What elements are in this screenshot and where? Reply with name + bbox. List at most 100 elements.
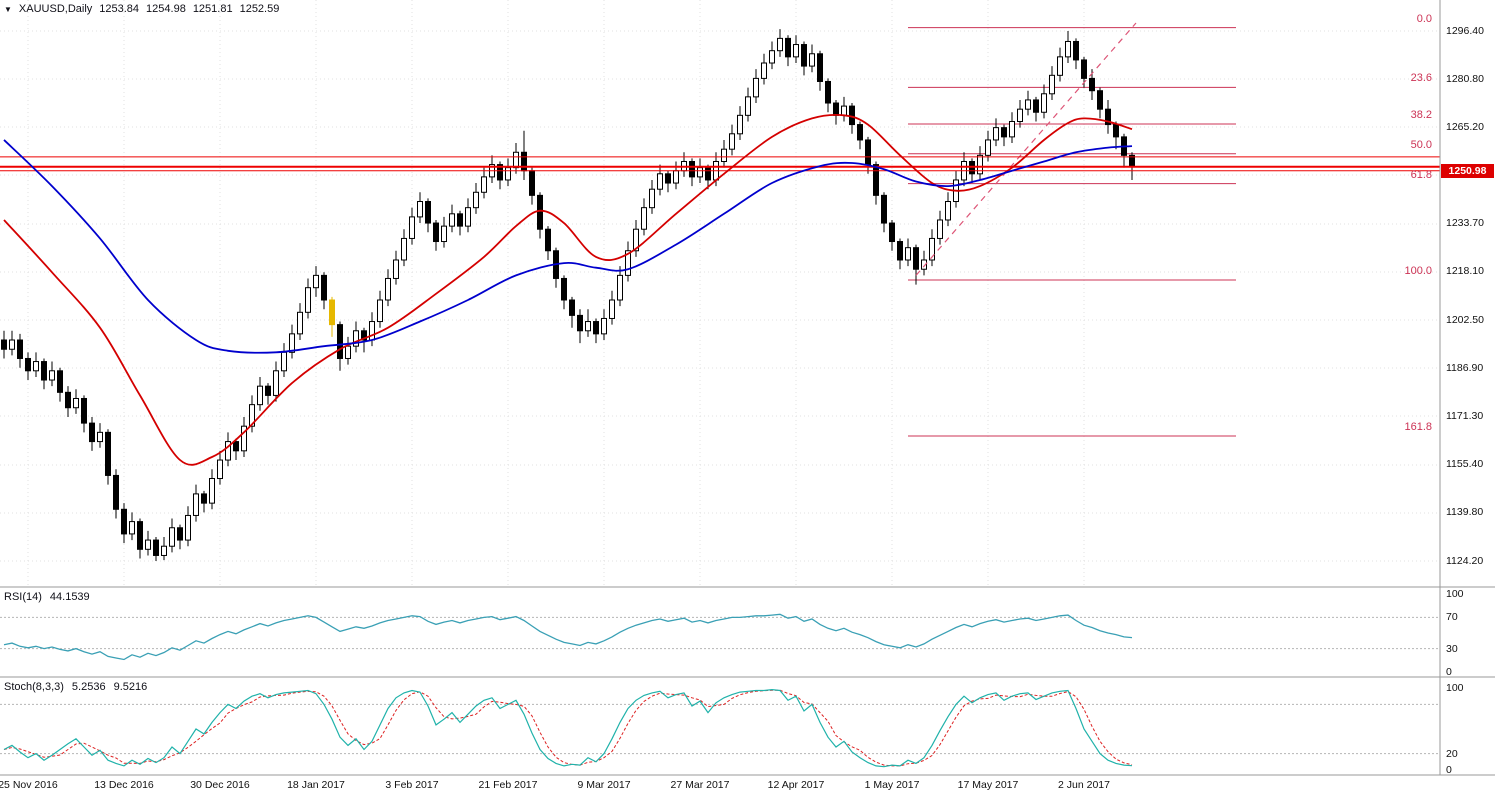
open-value: 1253.84 (99, 3, 140, 15)
candle-body (1057, 56, 1063, 76)
candle-body (1009, 120, 1015, 138)
candle-body (41, 361, 47, 381)
candle-body (457, 213, 463, 227)
candle-body (417, 201, 423, 218)
stoch-d-value: 9.5216 (113, 681, 148, 693)
candle-body (945, 201, 951, 221)
candle-body (521, 151, 527, 172)
price-axis-label: 1124.20 (1446, 554, 1484, 567)
candle-body (33, 361, 39, 372)
price-axis-label: 1265.20 (1446, 120, 1484, 133)
candle-body (673, 170, 679, 184)
candle-body (465, 207, 471, 227)
candle-body (561, 277, 567, 301)
rsi-axis-label: 100 (1446, 588, 1464, 600)
candle-body (921, 259, 927, 270)
candle-body (809, 53, 815, 67)
candle-body (361, 330, 367, 341)
candle-body (201, 493, 207, 504)
candle-body (1105, 108, 1111, 126)
candle-body (185, 514, 191, 541)
candle-body (273, 370, 279, 396)
candle-body (705, 167, 711, 181)
candle-body (81, 397, 87, 424)
candle-body (497, 164, 503, 181)
candle-body (97, 431, 103, 443)
candle-body (793, 44, 799, 58)
rsi-axis-label: 70 (1446, 611, 1458, 624)
symbol-timeframe-label: XAUUSD,Daily (18, 3, 93, 15)
candle-body (593, 321, 599, 335)
date-axis-label: 9 Mar 2017 (577, 779, 631, 791)
stoch-main-line (3, 688, 1133, 768)
candle-body (529, 170, 535, 196)
candle-body (177, 527, 183, 541)
candle-body (625, 250, 631, 276)
candle-body (761, 62, 767, 79)
symbol-marker-icon: ▼ (4, 4, 12, 14)
candle-body (113, 474, 119, 510)
candle-body (609, 299, 615, 319)
candle-body (937, 219, 943, 239)
candle-body (17, 339, 23, 359)
candle-body (1065, 40, 1071, 58)
candle-body (137, 521, 143, 550)
candle-body (257, 385, 263, 406)
candle-body (89, 422, 95, 443)
candle-body (1017, 108, 1023, 122)
candle-body (833, 102, 839, 116)
candle-body (633, 228, 639, 252)
date-axis-label: 18 Jan 2017 (287, 779, 345, 791)
candle-body (217, 459, 223, 480)
ohlc-header: ▼ XAUUSD,Daily 1253.84 1254.98 1251.81 1… (4, 3, 279, 15)
candle-body (801, 44, 807, 67)
stoch-name-label: Stoch(8,3,3) (4, 681, 64, 693)
high-value: 1254.98 (146, 3, 186, 15)
price-axis-label: 1280.80 (1446, 72, 1484, 85)
candle-body (129, 521, 135, 535)
candle-body (1041, 93, 1047, 113)
price-axis-label: 1139.80 (1446, 506, 1484, 519)
candle-body (993, 127, 999, 141)
trendline (915, 22, 1137, 276)
candle-body (49, 370, 55, 381)
candle-body (9, 339, 15, 350)
candle-body (329, 299, 335, 326)
ma-slow-blue-line (3, 139, 1133, 354)
candle-body (425, 201, 431, 224)
candle-body (729, 133, 735, 150)
candle-body (161, 545, 167, 556)
candle-body (721, 148, 727, 162)
candle-body (73, 397, 79, 409)
candle-body (25, 357, 31, 372)
date-axis-label: 3 Feb 2017 (385, 779, 439, 791)
candle-body (745, 96, 751, 116)
candle-body (449, 213, 455, 227)
candle-body (1001, 127, 1007, 138)
candle-body (905, 247, 911, 261)
candle-body (1025, 99, 1031, 110)
candle-body (537, 194, 543, 230)
date-axis-label: 30 Dec 2016 (190, 779, 250, 791)
candle-body (297, 311, 303, 335)
candle-body (665, 173, 671, 184)
candle-body (321, 274, 327, 301)
price-axis-label: 1296.40 (1446, 24, 1484, 37)
candle-body (481, 176, 487, 193)
candle-body (337, 324, 343, 359)
candle-body (169, 527, 175, 547)
candle-body (1097, 90, 1103, 110)
price-axis-label: 1202.50 (1446, 313, 1484, 326)
fib-level-label: 61.8 (1410, 168, 1432, 181)
candle-body (817, 53, 823, 82)
candle-body (1081, 59, 1087, 79)
candle-body (441, 225, 447, 243)
candle-body (1, 339, 7, 350)
candle-body (65, 391, 71, 409)
price-axis-label: 1171.30 (1446, 409, 1484, 422)
candle-body (649, 188, 655, 209)
candle-body (1073, 40, 1079, 61)
candle-body (401, 237, 407, 261)
